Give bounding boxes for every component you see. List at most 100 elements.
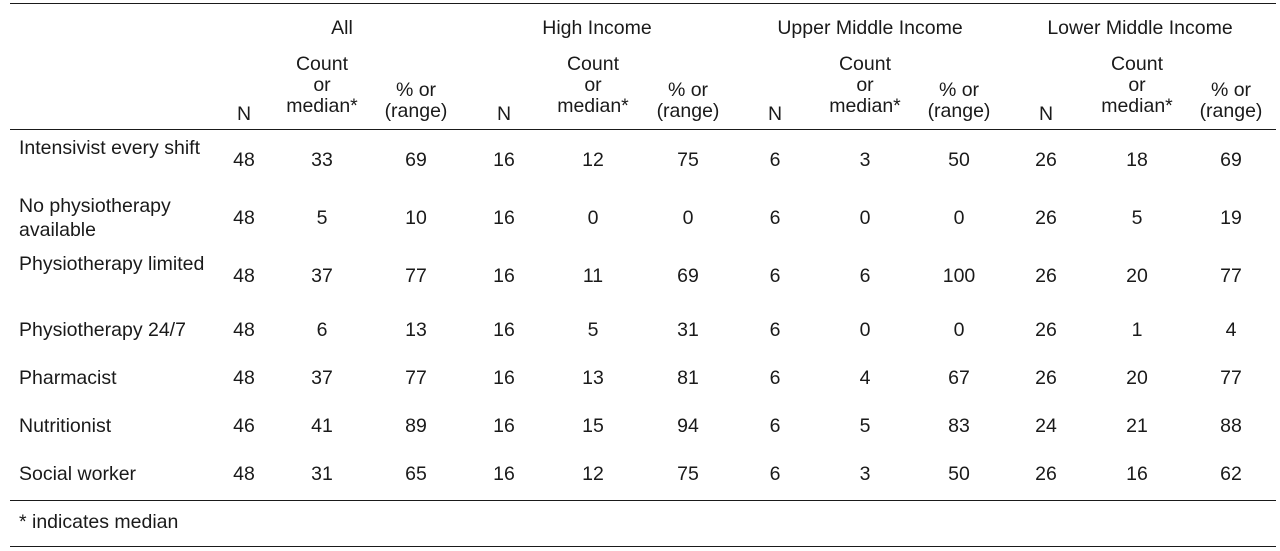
table-cell: 3 bbox=[859, 149, 871, 171]
row-label: Social worker bbox=[19, 463, 137, 485]
table-cell: 26 bbox=[1035, 265, 1057, 287]
group-header-lower-middle-income: Lower Middle Income bbox=[1047, 17, 1233, 39]
table-cell: 12 bbox=[582, 149, 604, 171]
table-cell: 77 bbox=[1220, 265, 1242, 287]
group-header-upper-middle-income: Upper Middle Income bbox=[777, 17, 963, 39]
table-cell: 16 bbox=[493, 207, 515, 229]
group-header-all: All bbox=[331, 17, 353, 39]
table-cell: 0 bbox=[587, 207, 599, 229]
table-cell: 11 bbox=[582, 265, 604, 287]
table-cell: 5 bbox=[587, 319, 599, 341]
header-body-rule bbox=[10, 129, 1276, 130]
table-cell: 3 bbox=[859, 463, 871, 485]
table-cell: 19 bbox=[1220, 207, 1242, 229]
table-cell: 1 bbox=[1131, 319, 1143, 341]
col-header-pct: % or (range) bbox=[1199, 79, 1263, 122]
table-cell: 6 bbox=[769, 367, 781, 389]
table-cell: 31 bbox=[677, 319, 699, 341]
col-header-n: N bbox=[496, 103, 512, 125]
table-bottom-rule bbox=[10, 546, 1276, 547]
table-cell: 89 bbox=[405, 415, 427, 437]
table-cell: 10 bbox=[405, 207, 427, 229]
table-cell: 48 bbox=[233, 207, 255, 229]
table-top-rule bbox=[10, 3, 1276, 4]
table-cell: 26 bbox=[1035, 319, 1057, 341]
table-cell: 41 bbox=[311, 415, 333, 437]
table-cell: 50 bbox=[948, 149, 970, 171]
table-cell: 26 bbox=[1035, 367, 1057, 389]
table-cell: 16 bbox=[493, 265, 515, 287]
table-cell: 69 bbox=[405, 149, 427, 171]
table-cell: 16 bbox=[493, 463, 515, 485]
table-cell: 12 bbox=[582, 463, 604, 485]
table-cell: 16 bbox=[1126, 463, 1148, 485]
col-header-count: Count or median* bbox=[557, 53, 629, 117]
table-cell: 16 bbox=[493, 319, 515, 341]
table-cell: 48 bbox=[233, 149, 255, 171]
table-cell: 67 bbox=[948, 367, 970, 389]
col-header-pct: % or (range) bbox=[656, 79, 720, 122]
table-cell: 6 bbox=[769, 207, 781, 229]
table-cell: 77 bbox=[405, 265, 427, 287]
col-header-count: Count or median* bbox=[1101, 53, 1173, 117]
footnote: * indicates median bbox=[19, 511, 179, 533]
table-cell: 100 bbox=[942, 265, 976, 287]
group-header-high-income: High Income bbox=[542, 17, 652, 39]
table-cell: 48 bbox=[233, 265, 255, 287]
table-cell: 6 bbox=[769, 149, 781, 171]
table-cell: 5 bbox=[316, 207, 328, 229]
table-cell: 65 bbox=[405, 463, 427, 485]
table-cell: 16 bbox=[493, 367, 515, 389]
table-cell: 75 bbox=[677, 463, 699, 485]
table-cell: 0 bbox=[953, 319, 965, 341]
table-cell: 4 bbox=[1225, 319, 1237, 341]
table-cell: 81 bbox=[677, 367, 699, 389]
row-label: Physiotherapy 24/7 bbox=[19, 319, 186, 341]
row-label: Physiotherapy limited bbox=[19, 253, 205, 275]
table-cell: 88 bbox=[1220, 415, 1242, 437]
table-cell: 20 bbox=[1126, 265, 1148, 287]
row-label: Pharmacist bbox=[19, 367, 117, 389]
footnote-rule bbox=[10, 500, 1276, 501]
col-header-n: N bbox=[1038, 103, 1054, 125]
table-cell: 0 bbox=[859, 319, 871, 341]
table-cell: 4 bbox=[859, 367, 871, 389]
table-cell: 5 bbox=[1131, 207, 1143, 229]
table-cell: 21 bbox=[1126, 415, 1148, 437]
table-cell: 6 bbox=[316, 319, 328, 341]
table-cell: 94 bbox=[677, 415, 699, 437]
table-cell: 13 bbox=[405, 319, 427, 341]
col-header-count: Count or median* bbox=[286, 53, 358, 117]
table-cell: 50 bbox=[948, 463, 970, 485]
table-cell: 77 bbox=[1220, 367, 1242, 389]
table-cell: 69 bbox=[1220, 149, 1242, 171]
col-header-pct: % or (range) bbox=[384, 79, 448, 122]
col-header-n: N bbox=[767, 103, 783, 125]
table-cell: 6 bbox=[769, 265, 781, 287]
table-cell: 0 bbox=[953, 207, 965, 229]
table-cell: 62 bbox=[1220, 463, 1242, 485]
col-header-pct: % or (range) bbox=[927, 79, 991, 122]
table-cell: 69 bbox=[677, 265, 699, 287]
table-cell: 18 bbox=[1126, 149, 1148, 171]
table-cell: 48 bbox=[233, 367, 255, 389]
table-cell: 6 bbox=[769, 463, 781, 485]
col-header-n: N bbox=[236, 103, 252, 125]
table-cell: 13 bbox=[582, 367, 604, 389]
table-cell: 20 bbox=[1126, 367, 1148, 389]
table-cell: 31 bbox=[311, 463, 333, 485]
col-header-count: Count or median* bbox=[829, 53, 901, 117]
table-cell: 83 bbox=[948, 415, 970, 437]
table-cell: 0 bbox=[682, 207, 694, 229]
table-cell: 46 bbox=[233, 415, 255, 437]
table-cell: 16 bbox=[493, 415, 515, 437]
row-label: Intensivist every shift bbox=[19, 137, 200, 159]
table-cell: 77 bbox=[405, 367, 427, 389]
table-cell: 0 bbox=[859, 207, 871, 229]
table-cell: 37 bbox=[311, 265, 333, 287]
table-cell: 24 bbox=[1035, 415, 1057, 437]
table-cell: 5 bbox=[859, 415, 871, 437]
table-cell: 37 bbox=[311, 367, 333, 389]
table-cell: 26 bbox=[1035, 463, 1057, 485]
table-cell: 26 bbox=[1035, 207, 1057, 229]
